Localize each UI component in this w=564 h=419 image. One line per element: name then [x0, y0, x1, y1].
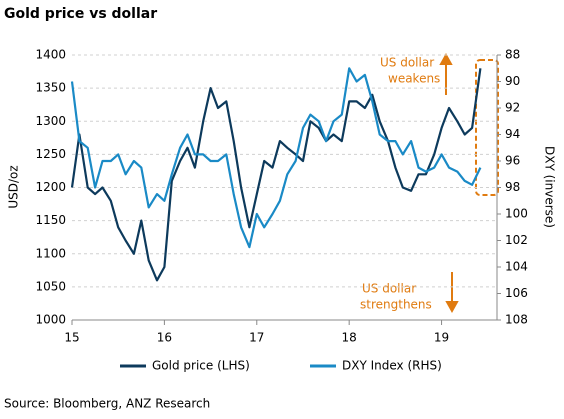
annotation: US dollar	[362, 282, 416, 296]
legend-label: DXY Index (RHS)	[342, 359, 442, 373]
y2-tick-label: 106	[505, 286, 528, 300]
arrow-head	[439, 52, 453, 65]
y-tick-label: 1350	[35, 81, 66, 95]
y2-tick-label: 98	[505, 180, 520, 194]
y2-tick-label: 94	[505, 127, 520, 141]
source: Source: Bloomberg, ANZ Research	[4, 397, 210, 411]
y2-tick-label: 96	[505, 154, 520, 168]
y2-tick-label: 100	[505, 207, 528, 221]
series-line	[70, 67, 482, 249]
y2-tick-label: 104	[505, 260, 528, 274]
x-tick-label: 16	[157, 331, 172, 345]
y-tick-label: 1000	[35, 313, 66, 327]
arrow-head	[445, 301, 459, 314]
y2-tick-label: 88	[505, 48, 520, 62]
annotation: strengthens	[360, 298, 432, 312]
y2-tick-label: 92	[505, 101, 520, 115]
x-tick-label: 15	[64, 331, 79, 345]
x-tick-label: 18	[342, 331, 357, 345]
y2-tick-label: 90	[505, 74, 520, 88]
y-tick-label: 1200	[35, 180, 66, 194]
chart-title: Gold price vs dollar	[4, 6, 157, 22]
highlight-box	[475, 59, 499, 196]
y-axis-label: USD/oz	[7, 165, 21, 208]
x-tick-label: 17	[249, 331, 264, 345]
arrows	[439, 52, 459, 314]
annotation: US dollar	[380, 56, 434, 70]
series-line	[70, 68, 482, 282]
y-tick-label: 1050	[35, 279, 66, 293]
y-tick-label: 1100	[35, 246, 66, 260]
annotation: weakens	[388, 72, 440, 86]
y2-axis-label: DXY (inverse)	[543, 146, 557, 228]
y-tick-label: 1250	[35, 147, 66, 161]
y-tick-label: 1150	[35, 213, 66, 227]
y2-tick-label: 108	[505, 313, 528, 327]
x-tick-label: 19	[434, 331, 449, 345]
legend-label: Gold price (LHS)	[152, 359, 250, 373]
y-tick-label: 1400	[35, 48, 66, 62]
y2-tick-label: 102	[505, 233, 528, 247]
y-tick-label: 1300	[35, 114, 66, 128]
